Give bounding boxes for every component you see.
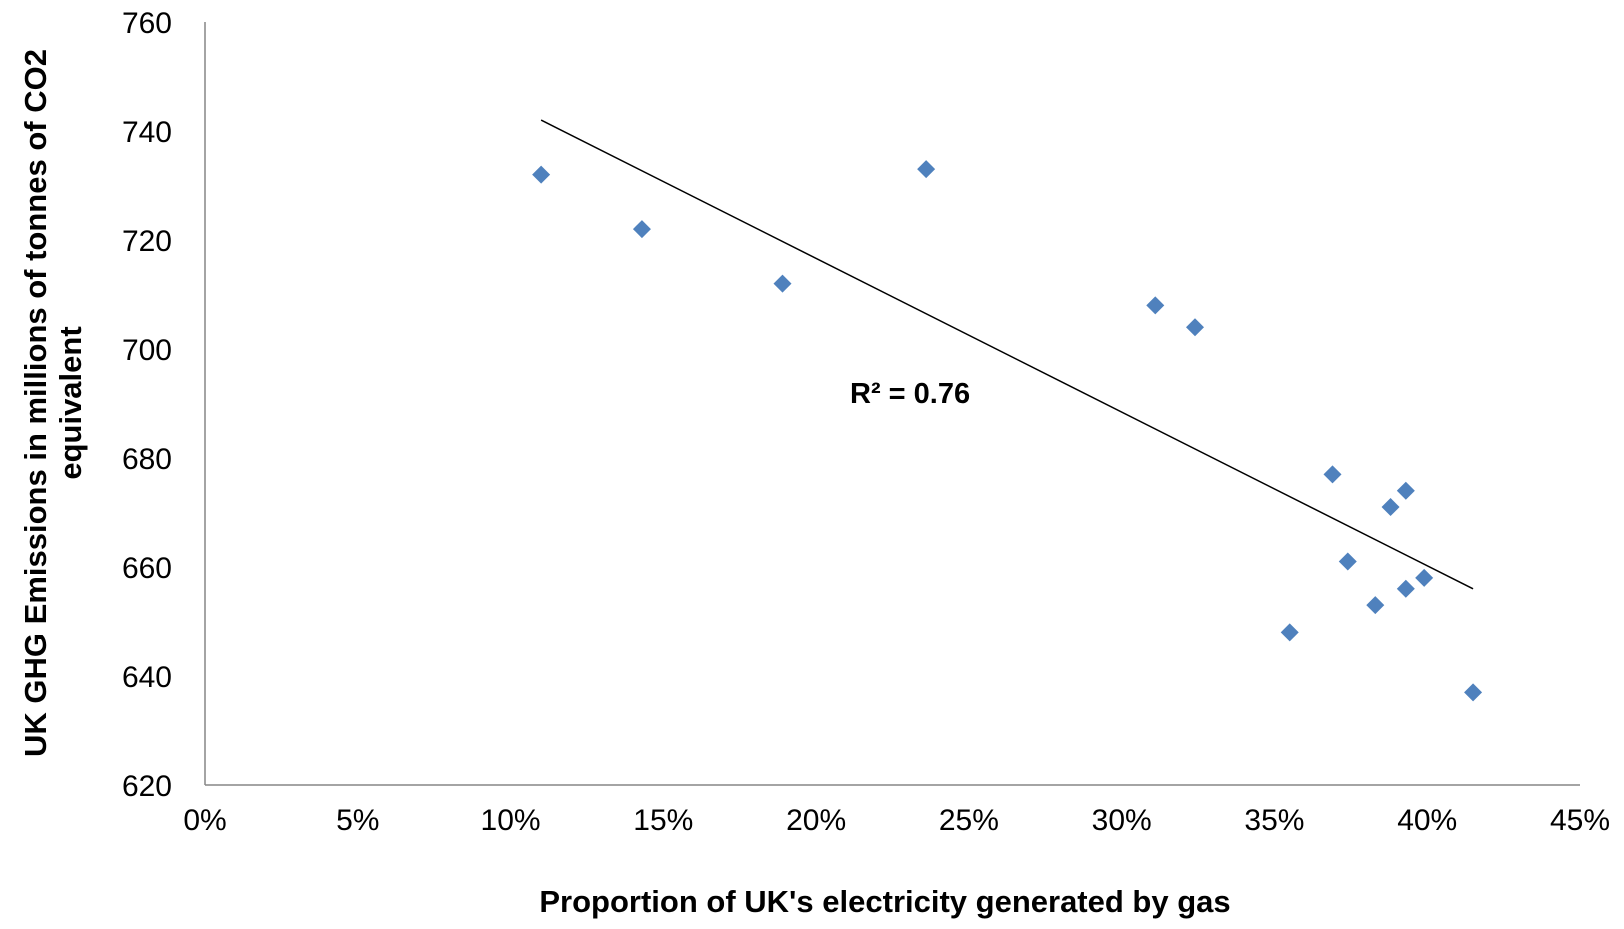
- data-points: [532, 160, 1483, 702]
- r-squared-annotation: R² = 0.76: [850, 378, 970, 410]
- data-point-diamond: [1464, 683, 1483, 702]
- y-tick-label: 680: [122, 443, 172, 476]
- x-tick-labels: 0% 5% 10% 15% 20% 25% 30% 35% 40% 45%: [183, 804, 1610, 837]
- y-axis-title: UK GHG Emissions in millions of tonnes o…: [18, 49, 88, 757]
- data-point-diamond: [917, 160, 936, 179]
- y-tick-label: 740: [122, 116, 172, 149]
- data-point-diamond: [1415, 568, 1434, 587]
- y-axis-title-line-1: UK GHG Emissions in millions of tonnes o…: [18, 49, 53, 757]
- x-tick-label: 15%: [633, 804, 693, 837]
- x-tick-label: 40%: [1397, 804, 1457, 837]
- y-tick-label: 620: [122, 770, 172, 803]
- data-point-diamond: [1146, 296, 1165, 315]
- data-point-diamond: [1280, 623, 1299, 642]
- x-axis-title: Proportion of UK's electricity generated…: [539, 884, 1230, 919]
- data-point-diamond: [1381, 498, 1400, 517]
- x-tick-label: 35%: [1244, 804, 1304, 837]
- data-point-diamond: [1396, 579, 1415, 598]
- x-tick-label: 20%: [786, 804, 846, 837]
- data-point-diamond: [1323, 465, 1342, 484]
- y-tick-labels: 620 640 660 680 700 720 740 760: [122, 7, 172, 803]
- trendline-group: [540, 119, 1474, 590]
- data-point-diamond: [1338, 552, 1357, 571]
- data-point-diamond: [1186, 318, 1204, 337]
- axes: [204, 22, 1580, 786]
- y-tick-label: 640: [122, 661, 172, 694]
- data-point-diamond: [632, 220, 651, 239]
- y-tick-label: 720: [122, 225, 172, 258]
- data-point-diamond: [773, 274, 792, 293]
- y-tick-label: 760: [122, 7, 172, 40]
- x-tick-label: 5%: [336, 804, 379, 837]
- trendline: [540, 119, 1474, 590]
- y-axis-title-line-2: equivalent: [53, 326, 88, 479]
- y-tick-label: 700: [122, 334, 172, 367]
- x-tick-label: 45%: [1550, 804, 1610, 837]
- data-point-diamond: [1366, 596, 1385, 615]
- data-point-diamond: [532, 165, 551, 184]
- x-tick-label: 0%: [183, 804, 226, 837]
- x-tick-label: 25%: [939, 804, 999, 837]
- x-tick-label: 30%: [1092, 804, 1152, 837]
- y-tick-label: 660: [122, 552, 172, 585]
- x-tick-label: 10%: [481, 804, 541, 837]
- data-point-diamond: [1396, 481, 1415, 500]
